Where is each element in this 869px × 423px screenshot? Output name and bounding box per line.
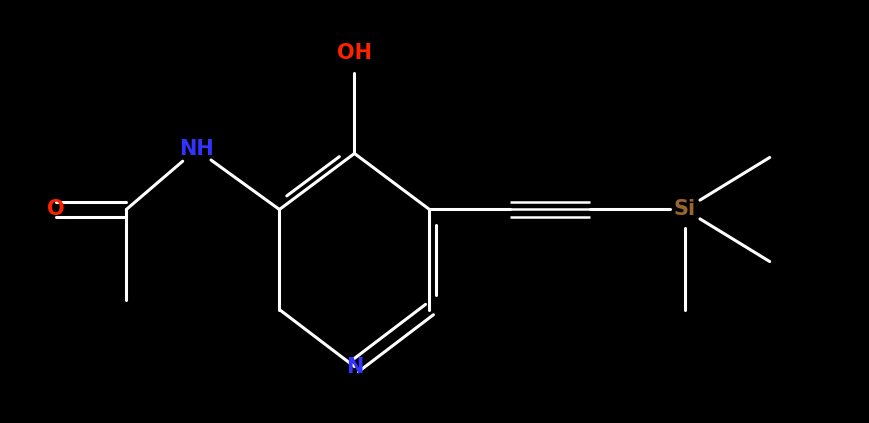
Text: N: N bbox=[346, 357, 363, 376]
Text: OH: OH bbox=[337, 44, 372, 63]
Text: O: O bbox=[48, 200, 65, 220]
Text: Si: Si bbox=[673, 200, 696, 220]
Text: NH: NH bbox=[179, 140, 214, 159]
